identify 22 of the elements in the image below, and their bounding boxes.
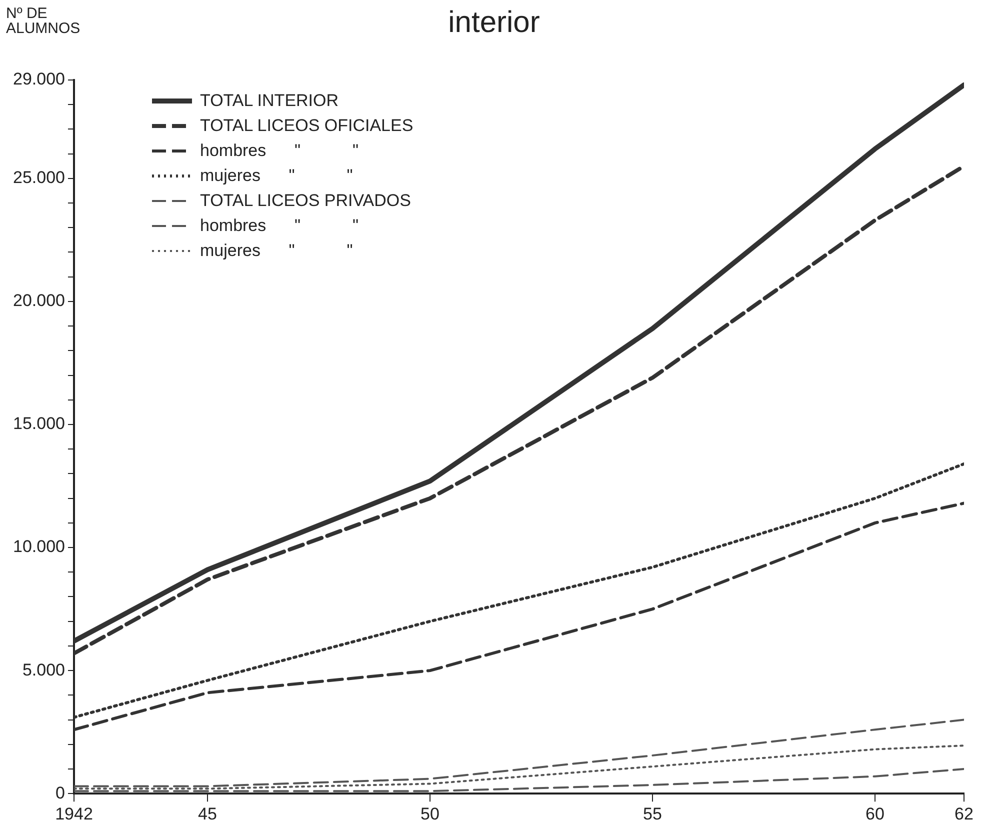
x-tick-label: 1942: [55, 804, 93, 824]
y-tick-label: 25.000: [12, 168, 65, 188]
y-tick-label: 0: [56, 783, 65, 802]
x-tick-label: 55: [643, 804, 662, 824]
y-axis-title: Nº DE ALUMNOS: [6, 5, 82, 37]
legend-label: TOTAL INTERIOR: [200, 90, 339, 110]
x-tick-label: 50: [420, 804, 440, 824]
legend-label: hombres " ": [200, 216, 359, 236]
y-tick-label: 20.000: [12, 291, 65, 310]
legend-label: mujeres " ": [200, 240, 353, 260]
legend-label: hombres " ": [200, 140, 359, 160]
x-tick-label: 60: [866, 804, 884, 824]
y-tick-label: 10.000: [12, 537, 65, 556]
y-tick-label: 29.000: [12, 70, 65, 89]
chart-title: interior: [448, 6, 540, 39]
y-tick-label: 15.000: [12, 414, 65, 434]
legend-label: mujeres " ": [200, 166, 353, 186]
x-tick-label: 62: [954, 804, 974, 824]
legend-label: TOTAL LICEOS PRIVADOS: [200, 190, 411, 210]
y-tick-label: 5.000: [22, 660, 65, 680]
x-tick-label: 45: [198, 804, 217, 824]
legend-label: TOTAL LICEOS OFICIALES: [200, 116, 414, 136]
